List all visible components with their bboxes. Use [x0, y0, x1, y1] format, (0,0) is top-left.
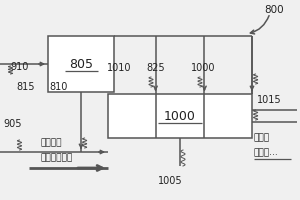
Text: 825: 825 — [146, 63, 165, 73]
Text: 815: 815 — [16, 82, 35, 92]
Text: 1010: 1010 — [106, 63, 131, 73]
Bar — [48, 36, 114, 92]
Text: 1015: 1015 — [256, 95, 281, 105]
Text: 810: 810 — [50, 82, 68, 92]
Text: 805: 805 — [69, 58, 93, 71]
Text: 1000: 1000 — [191, 63, 216, 73]
Text: 水溶液的流动: 水溶液的流动 — [40, 154, 73, 162]
Text: 1000: 1000 — [164, 110, 196, 122]
Text: 产物溶: 产物溶 — [254, 134, 270, 142]
Text: 未自源的: 未自源的 — [40, 138, 62, 148]
Text: 1005: 1005 — [158, 176, 182, 186]
Text: 910: 910 — [11, 62, 29, 72]
Text: 800: 800 — [264, 5, 284, 15]
Text: 905: 905 — [4, 119, 22, 129]
Bar — [108, 94, 252, 138]
Text: 储存器...: 储存器... — [254, 148, 278, 158]
